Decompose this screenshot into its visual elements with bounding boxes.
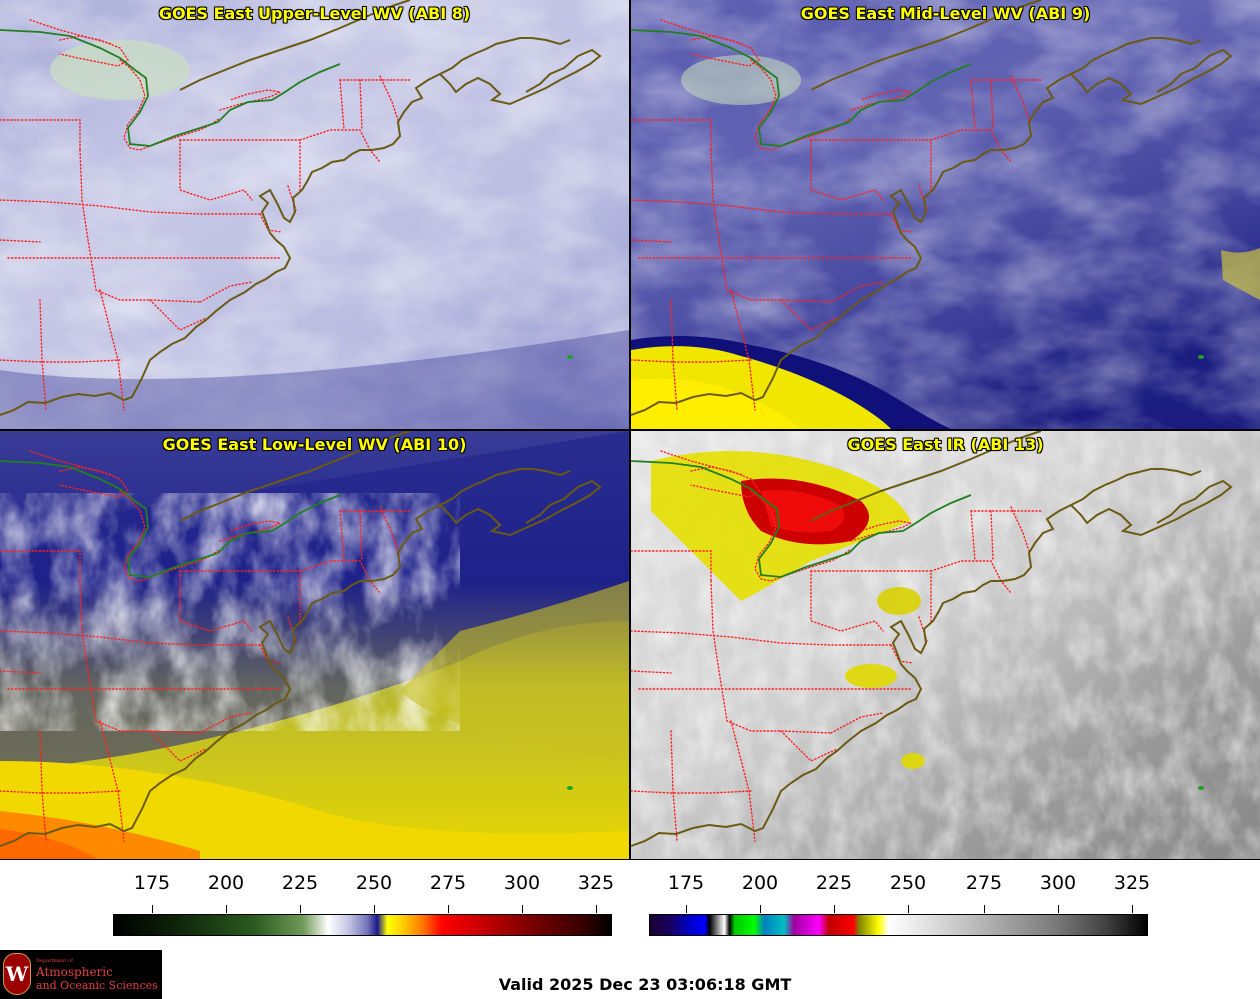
- tick-mark: [300, 905, 301, 913]
- logo-line2: and Oceanic Sciences: [36, 979, 158, 992]
- low-level-wv-image: [0, 431, 629, 860]
- low-level-wv-panel: GOES East Low-Level WV (ABI 10): [0, 431, 629, 860]
- panel-title: GOES East Low-Level WV (ABI 10): [162, 435, 467, 454]
- tick-label: 225: [281, 872, 319, 894]
- tick-mark: [834, 905, 835, 913]
- tick-label: 300: [503, 872, 541, 894]
- panel-bottom-edge: [0, 859, 1260, 860]
- tick-mark: [1058, 905, 1059, 913]
- upper-level-wv-panel: GOES East Upper-Level WV (ABI 8): [0, 0, 629, 429]
- tick-mark: [596, 905, 597, 913]
- tick-label: 300: [1039, 872, 1077, 894]
- ir-colorbar-gradient: [649, 914, 1148, 936]
- panel-divider-horizontal: [0, 429, 1260, 431]
- ir-image: [631, 431, 1260, 860]
- tick-label: 225: [815, 872, 853, 894]
- tick-mark: [1132, 905, 1133, 913]
- tick-mark: [522, 905, 523, 913]
- mid-level-wv-image: [631, 0, 1260, 429]
- tick-label: 275: [965, 872, 1003, 894]
- ir-colorbar: 175 200 225 250 275 300 325: [649, 872, 1151, 952]
- tick-mark: [152, 905, 153, 913]
- tick-mark: [984, 905, 985, 913]
- panel-title: GOES East IR (ABI 13): [847, 435, 1044, 454]
- tick-label: 250: [355, 872, 393, 894]
- tick-mark: [760, 905, 761, 913]
- tick-mark: [226, 905, 227, 913]
- colorbar-ticks: 175 200 225 250 275 300 325: [113, 872, 615, 913]
- valid-time: Valid 2025 Dec 23 03:06:18 GMT: [498, 975, 792, 994]
- logo-line1: Atmospheric: [36, 965, 113, 979]
- panel-title: GOES East Upper-Level WV (ABI 8): [158, 4, 471, 23]
- wv-colorbar: 175 200 225 250 275 300 325: [113, 872, 615, 952]
- wv-colorbar-gradient: [113, 914, 612, 936]
- tick-label: 175: [133, 872, 171, 894]
- aos-logo: W Department of Atmospheric and Oceanic …: [0, 950, 162, 999]
- tick-mark: [686, 905, 687, 913]
- logo-dept-text: Department of: [36, 958, 73, 964]
- tick-label: 325: [1113, 872, 1151, 894]
- uw-seal-icon: W: [3, 953, 31, 995]
- tick-label: 200: [741, 872, 779, 894]
- ir-panel: GOES East IR (ABI 13): [631, 431, 1260, 860]
- tick-mark: [908, 905, 909, 913]
- colorbar-ticks: 175 200 225 250 275 300 325: [649, 872, 1151, 913]
- tick-mark: [448, 905, 449, 913]
- mid-level-wv-panel: GOES East Mid-Level WV (ABI 9): [631, 0, 1260, 429]
- tick-label: 275: [429, 872, 467, 894]
- tick-label: 325: [577, 872, 615, 894]
- tick-label: 200: [207, 872, 245, 894]
- tick-mark: [374, 905, 375, 913]
- panel-title: GOES East Mid-Level WV (ABI 9): [800, 4, 1091, 23]
- tick-label: 250: [889, 872, 927, 894]
- tick-label: 175: [667, 872, 705, 894]
- upper-level-wv-image: [0, 0, 629, 429]
